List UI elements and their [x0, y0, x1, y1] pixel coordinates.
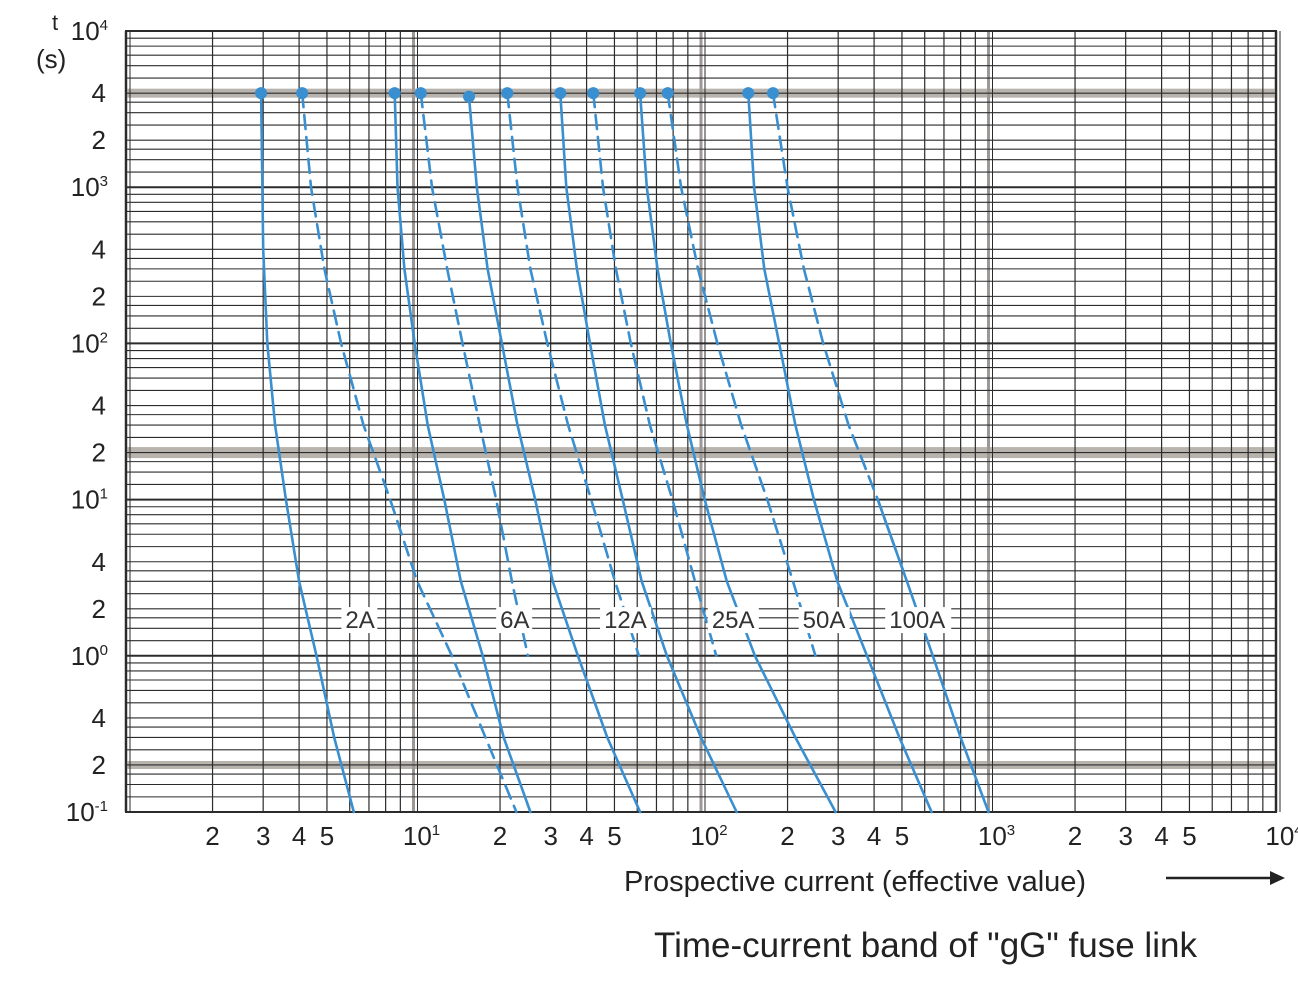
series-50A-dashed-9: [666, 91, 817, 658]
x-tick-label-7: 4: [579, 821, 593, 851]
start-marker-4: [463, 90, 476, 103]
y-tick-label-8: 2: [92, 438, 106, 468]
y-tick-label-4: 4: [92, 234, 106, 264]
band-label-bg-5: [885, 607, 952, 634]
start-marker-2: [388, 87, 401, 100]
x-tick-label-13: 5: [895, 821, 909, 851]
plot-frame: [125, 30, 1277, 813]
y-tick-label-11: 2: [92, 594, 106, 624]
band-label-2A: 2A: [345, 607, 374, 634]
series-2A-solid-0: [259, 91, 356, 814]
y-tick-label-0: 104: [71, 16, 108, 46]
x-tick-label-6: 3: [543, 821, 557, 851]
x-tick-label-19: 104: [1265, 821, 1298, 851]
band-label-bg-2: [600, 607, 652, 634]
start-marker-6: [554, 87, 567, 100]
x-tick-label-15: 2: [1068, 821, 1082, 851]
band-label-bg-4: [798, 607, 850, 634]
x-tick-label-9: 102: [690, 821, 727, 851]
start-marker-0: [255, 87, 268, 100]
band-label-50A: 50A: [803, 607, 846, 634]
series-6A-solid-4: [467, 95, 642, 814]
start-marker-7: [587, 87, 600, 100]
band-label-bg-3: [707, 607, 759, 634]
x-tick-label-2: 4: [292, 821, 306, 851]
series-layer: [259, 91, 990, 814]
x-tick-label-14: 103: [978, 821, 1015, 851]
y-axis-symbol: t: [52, 10, 59, 35]
y-tick-label-12: 100: [71, 641, 108, 671]
x-tick-label-8: 5: [607, 821, 621, 851]
x-tick-label-4: 101: [403, 821, 440, 851]
start-marker-1: [296, 87, 309, 100]
series-25A-solid-8: [638, 91, 837, 814]
band-label-bg-1: [496, 607, 533, 634]
band-label-100A: 100A: [889, 607, 945, 634]
x-tick-label-17: 4: [1154, 821, 1168, 851]
series-2A-dashed-1: [300, 91, 518, 814]
series-6A-solid-2: [393, 91, 532, 814]
x-axis-label: Prospective current (effective value): [624, 866, 1087, 898]
series-12A-solid-6: [559, 91, 738, 814]
y-tick-label-3: 103: [71, 172, 108, 202]
start-marker-11: [766, 87, 779, 100]
y-tick-label-1: 4: [92, 78, 106, 108]
x-tick-label-10: 2: [780, 821, 794, 851]
y-tick-label-2: 2: [92, 125, 106, 155]
y-tick-label-7: 4: [92, 391, 106, 421]
x-tick-label-1: 3: [256, 821, 270, 851]
x-tick-label-18: 5: [1182, 821, 1196, 851]
y-axis-unit: (s): [36, 44, 67, 74]
y-tick-label-13: 4: [92, 703, 106, 733]
y-tick-label-14: 2: [92, 750, 106, 780]
start-marker-10: [742, 87, 755, 100]
series-100A-dashed-11: [771, 91, 909, 583]
y-tick-label-5: 2: [92, 281, 106, 311]
band-label-layer: 2A 6A 12A 25A 50A 100A: [341, 607, 952, 634]
band-label-bg-0: [341, 607, 378, 634]
x-tick-label-0: 2: [205, 821, 219, 851]
grid-layer: [124, 30, 1281, 813]
x-tick-label-11: 3: [831, 821, 845, 851]
x-tick-label-3: 5: [320, 821, 334, 851]
start-marker-8: [634, 87, 647, 100]
series-12A-dashed-5: [506, 91, 641, 658]
marker-layer: [255, 87, 779, 103]
band-label-25A: 25A: [712, 607, 755, 634]
x-tick-label-5: 2: [493, 821, 507, 851]
series-50A-solid-10: [747, 91, 933, 814]
start-marker-9: [661, 87, 674, 100]
band-label-12A: 12A: [604, 607, 647, 634]
y-tick-layer: 104 4 2 103 4 2 102 4 2 101 4 2 100 4 2 10-1: [66, 16, 108, 827]
start-marker-5: [501, 87, 514, 100]
chart-title: Time-current band of "gG" fuse link: [654, 926, 1197, 965]
x-tick-layer: 2345101234510223451032345104: [205, 821, 1298, 851]
y-tick-label-6: 102: [71, 328, 108, 358]
x-tick-label-16: 3: [1118, 821, 1132, 851]
series-100A-solid-12: [876, 498, 990, 814]
y-tick-label-9: 101: [71, 485, 108, 515]
y-tick-label-10: 4: [92, 547, 106, 577]
y-tick-label-15: 10-1: [66, 797, 108, 827]
x-tick-label-12: 4: [867, 821, 881, 851]
series-25A-dashed-7: [592, 91, 718, 658]
x-axis-arrow-icon: [1166, 871, 1285, 885]
series-6A-dashed-3: [419, 91, 530, 658]
start-marker-3: [414, 87, 427, 100]
band-label-6A: 6A: [500, 607, 529, 634]
